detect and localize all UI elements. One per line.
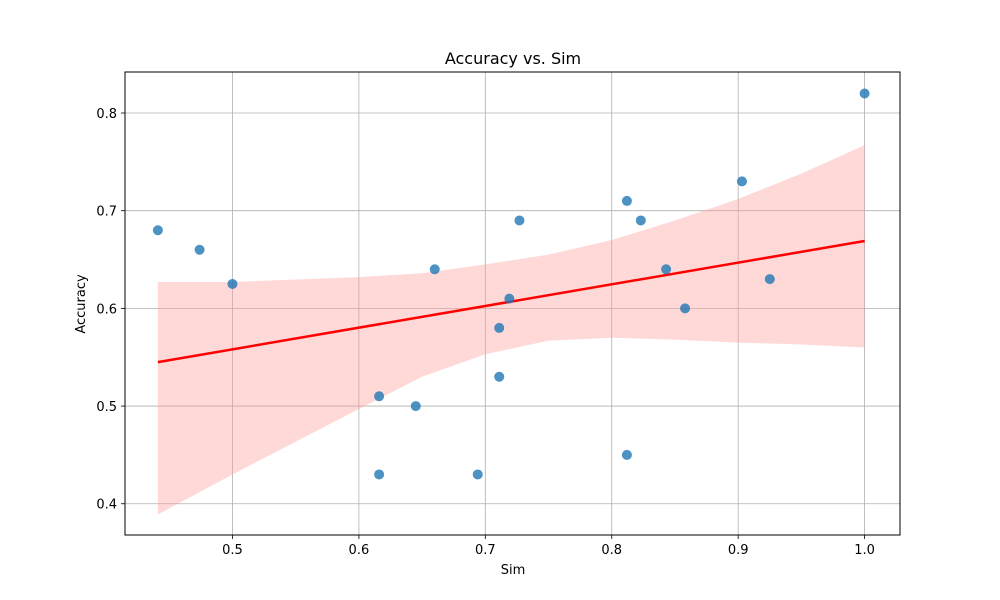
x-tick-label: 0.5 xyxy=(222,543,243,558)
x-tick-label: 0.9 xyxy=(728,543,749,558)
data-point xyxy=(472,469,483,480)
data-point xyxy=(494,371,505,382)
data-point xyxy=(764,274,775,285)
y-tick-label: 0.8 xyxy=(96,107,117,122)
data-point xyxy=(635,215,646,226)
data-point xyxy=(661,264,672,275)
y-tick-label: 0.4 xyxy=(96,498,117,513)
x-tick-label: 0.8 xyxy=(601,543,622,558)
y-axis-ticks: 0.4 0.5 0.6 0.7 0.8 xyxy=(96,107,125,513)
data-point xyxy=(859,88,870,99)
grid xyxy=(125,72,900,535)
confidence-band-layer xyxy=(157,145,865,515)
plot-frame xyxy=(124,71,901,536)
y-tick-label: 0.5 xyxy=(96,400,117,415)
x-axis-label: Sim xyxy=(501,563,526,578)
data-point xyxy=(429,264,440,275)
data-point xyxy=(494,322,505,333)
data-point xyxy=(227,278,238,289)
data-point xyxy=(374,391,385,402)
x-axis-ticks: 0.5 0.6 0.7 0.8 0.9 1.0 xyxy=(222,535,875,558)
data-point xyxy=(680,303,691,314)
y-axis-label: Accuracy xyxy=(74,274,89,334)
data-point xyxy=(194,244,205,255)
x-tick-label: 1.0 xyxy=(854,543,875,558)
chart-title: Accuracy vs. Sim xyxy=(445,49,581,68)
y-tick-label: 0.6 xyxy=(96,302,117,317)
data-point xyxy=(410,401,421,412)
data-point xyxy=(504,293,515,304)
data-point xyxy=(621,195,632,206)
data-point xyxy=(374,469,385,480)
data-points xyxy=(152,88,870,480)
data-point xyxy=(736,176,747,187)
data-point xyxy=(152,225,163,236)
x-tick-label: 0.7 xyxy=(475,543,496,558)
x-tick-label: 0.6 xyxy=(349,543,370,558)
data-point xyxy=(514,215,525,226)
confidence-band xyxy=(157,145,865,515)
y-tick-label: 0.7 xyxy=(96,205,117,220)
data-point xyxy=(621,449,632,460)
